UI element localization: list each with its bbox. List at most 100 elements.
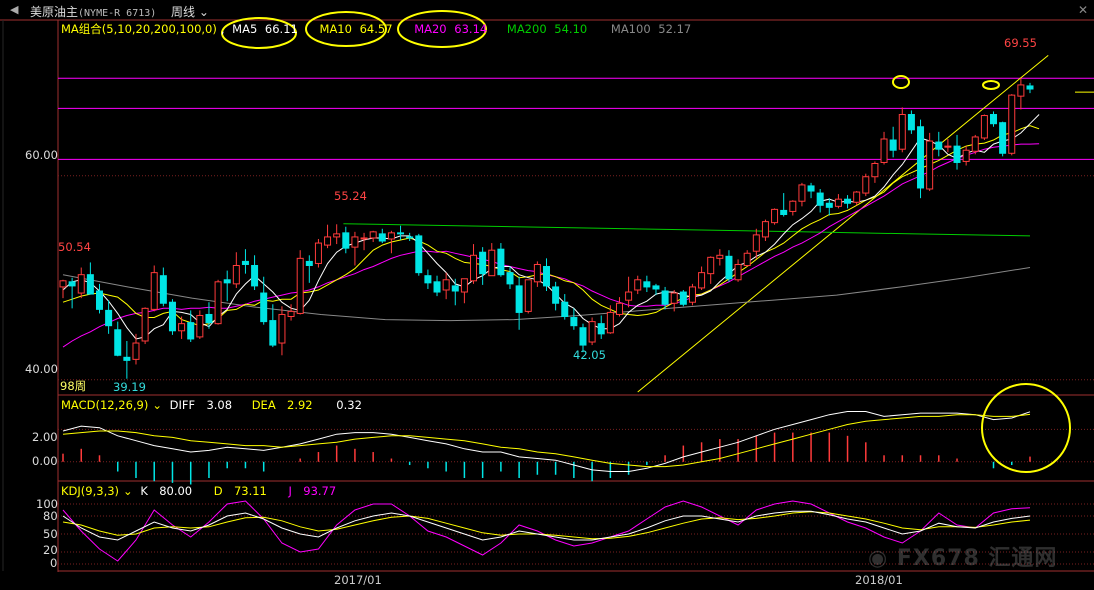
diff-legend: DIFF 3.08 [169,398,233,412]
kdj-legend: KDJ(9,3,3) ⌄ K 80.00 D 73.11 J 93.77 [61,484,344,498]
candle-body [552,286,560,304]
candle-body [95,290,103,310]
peak-label: 55.24 [334,189,367,203]
candle-body [980,115,988,139]
candle-body [761,221,769,238]
y-tick-label: 100 [36,497,58,511]
candle-body [506,272,514,285]
ma5-line [62,114,1040,340]
ma5-legend: MA5 66.11 [232,22,298,36]
candle-body [561,301,569,318]
x-tick-label: 2017/01 [334,573,382,587]
candle-body [725,255,733,280]
y-tick-label: 2.00 [32,430,58,444]
candle-body [679,291,687,305]
candle-body [780,209,788,215]
candle-body [114,329,122,356]
weeks-label: 98周 [60,379,87,393]
candle-body [844,198,852,204]
candle-body [579,327,587,346]
candle-body [707,256,715,275]
candle-body [141,307,149,342]
ma20-legend: MA20 63.14 [414,22,488,36]
candle-body [825,202,833,208]
left-low-label: 39.19 [113,380,146,394]
y-tick-label: 50 [43,527,58,541]
close-icon[interactable]: ✕ [1077,3,1088,17]
macd-title[interactable]: MACD(12,26,9) [61,398,149,412]
candle-body [451,285,459,292]
candle-body [533,263,541,283]
candle-body [251,264,259,287]
candle-body [570,317,578,327]
candle-body [816,192,824,206]
candle-body [515,285,523,313]
candle-body [634,279,642,291]
symbol-code: (NYME-R 6713) [78,8,157,19]
symbol-selector[interactable]: 美原油主(NYME-R 6713) [30,3,156,20]
dea-legend: DEA 2.92 [251,398,313,412]
chart-header: ◀ 美原油主(NYME-R 6713) 周线 ⌄ ✕ [0,0,1094,20]
highlight-ellipse-ma5 [221,17,297,49]
candle-body [460,278,468,293]
candle-body [999,122,1007,154]
candle-body [59,280,67,288]
candle-body [698,272,706,289]
candle-body [205,313,213,324]
ma10-legend: MA10 64.57 [319,22,393,36]
candle-body [597,323,605,335]
candle-body [159,275,167,304]
candle-body [971,136,979,152]
candle-body [187,322,195,340]
candle-body [387,232,395,240]
k-legend: K 80.00 [140,484,193,498]
candle-body [889,139,897,151]
candle-body [324,236,332,246]
candle-body [962,149,970,162]
y-tick-label: 0.00 [32,454,58,468]
candle-body [278,313,286,344]
ma-legend: MA组合(5,10,20,200,100,0), MA5 66.11 MA10 … [61,21,699,37]
candle-body [652,285,660,290]
candle-body [497,248,505,276]
candle-body [615,302,623,315]
candle-body [990,114,998,125]
candle-body [643,281,651,288]
macd-legend: MACD(12,26,9) ⌄ DIFF 3.08 DEA 2.92 0.32 [61,398,366,412]
candle-body [488,249,496,277]
highlight-ellipse-top1 [892,75,910,89]
candle-body [625,291,633,301]
chevron-down-icon: ⌄ [195,5,209,19]
candle-body [269,320,277,346]
candle-body [588,321,596,343]
left-value-label: 50.54 [58,240,91,254]
kdj-title[interactable]: KDJ(9,3,3) [61,484,120,498]
candle-body [305,260,313,266]
left-arrow-icon[interactable]: ◀ [10,3,19,16]
candle-body [360,237,368,240]
candle-body [351,236,359,248]
candle-body [123,356,131,361]
candle-body [898,114,906,150]
macd-diff-line [62,411,1031,472]
candle-body [734,263,742,281]
candle-body [935,141,943,150]
candle-body [789,200,797,212]
candle-body [86,274,94,295]
y-tick-label: 80 [43,509,58,523]
candle-body [178,323,186,332]
ma-legend-title[interactable]: MA组合(5,10,20,200,100,0) [61,22,217,36]
ma200-legend: MA200 54.10 [506,22,588,36]
candle-body [378,233,386,242]
candle-body [926,140,934,190]
high-label: 69.55 [1004,36,1037,50]
highlight-ellipse-ma10 [305,11,387,47]
candle-body [150,272,158,310]
period-selector[interactable]: 周线 ⌄ [171,3,209,20]
candle-body [406,236,414,239]
candle-body [433,281,441,293]
candle-body [543,266,550,287]
candle-body [105,309,113,327]
candle-body [1008,94,1016,154]
